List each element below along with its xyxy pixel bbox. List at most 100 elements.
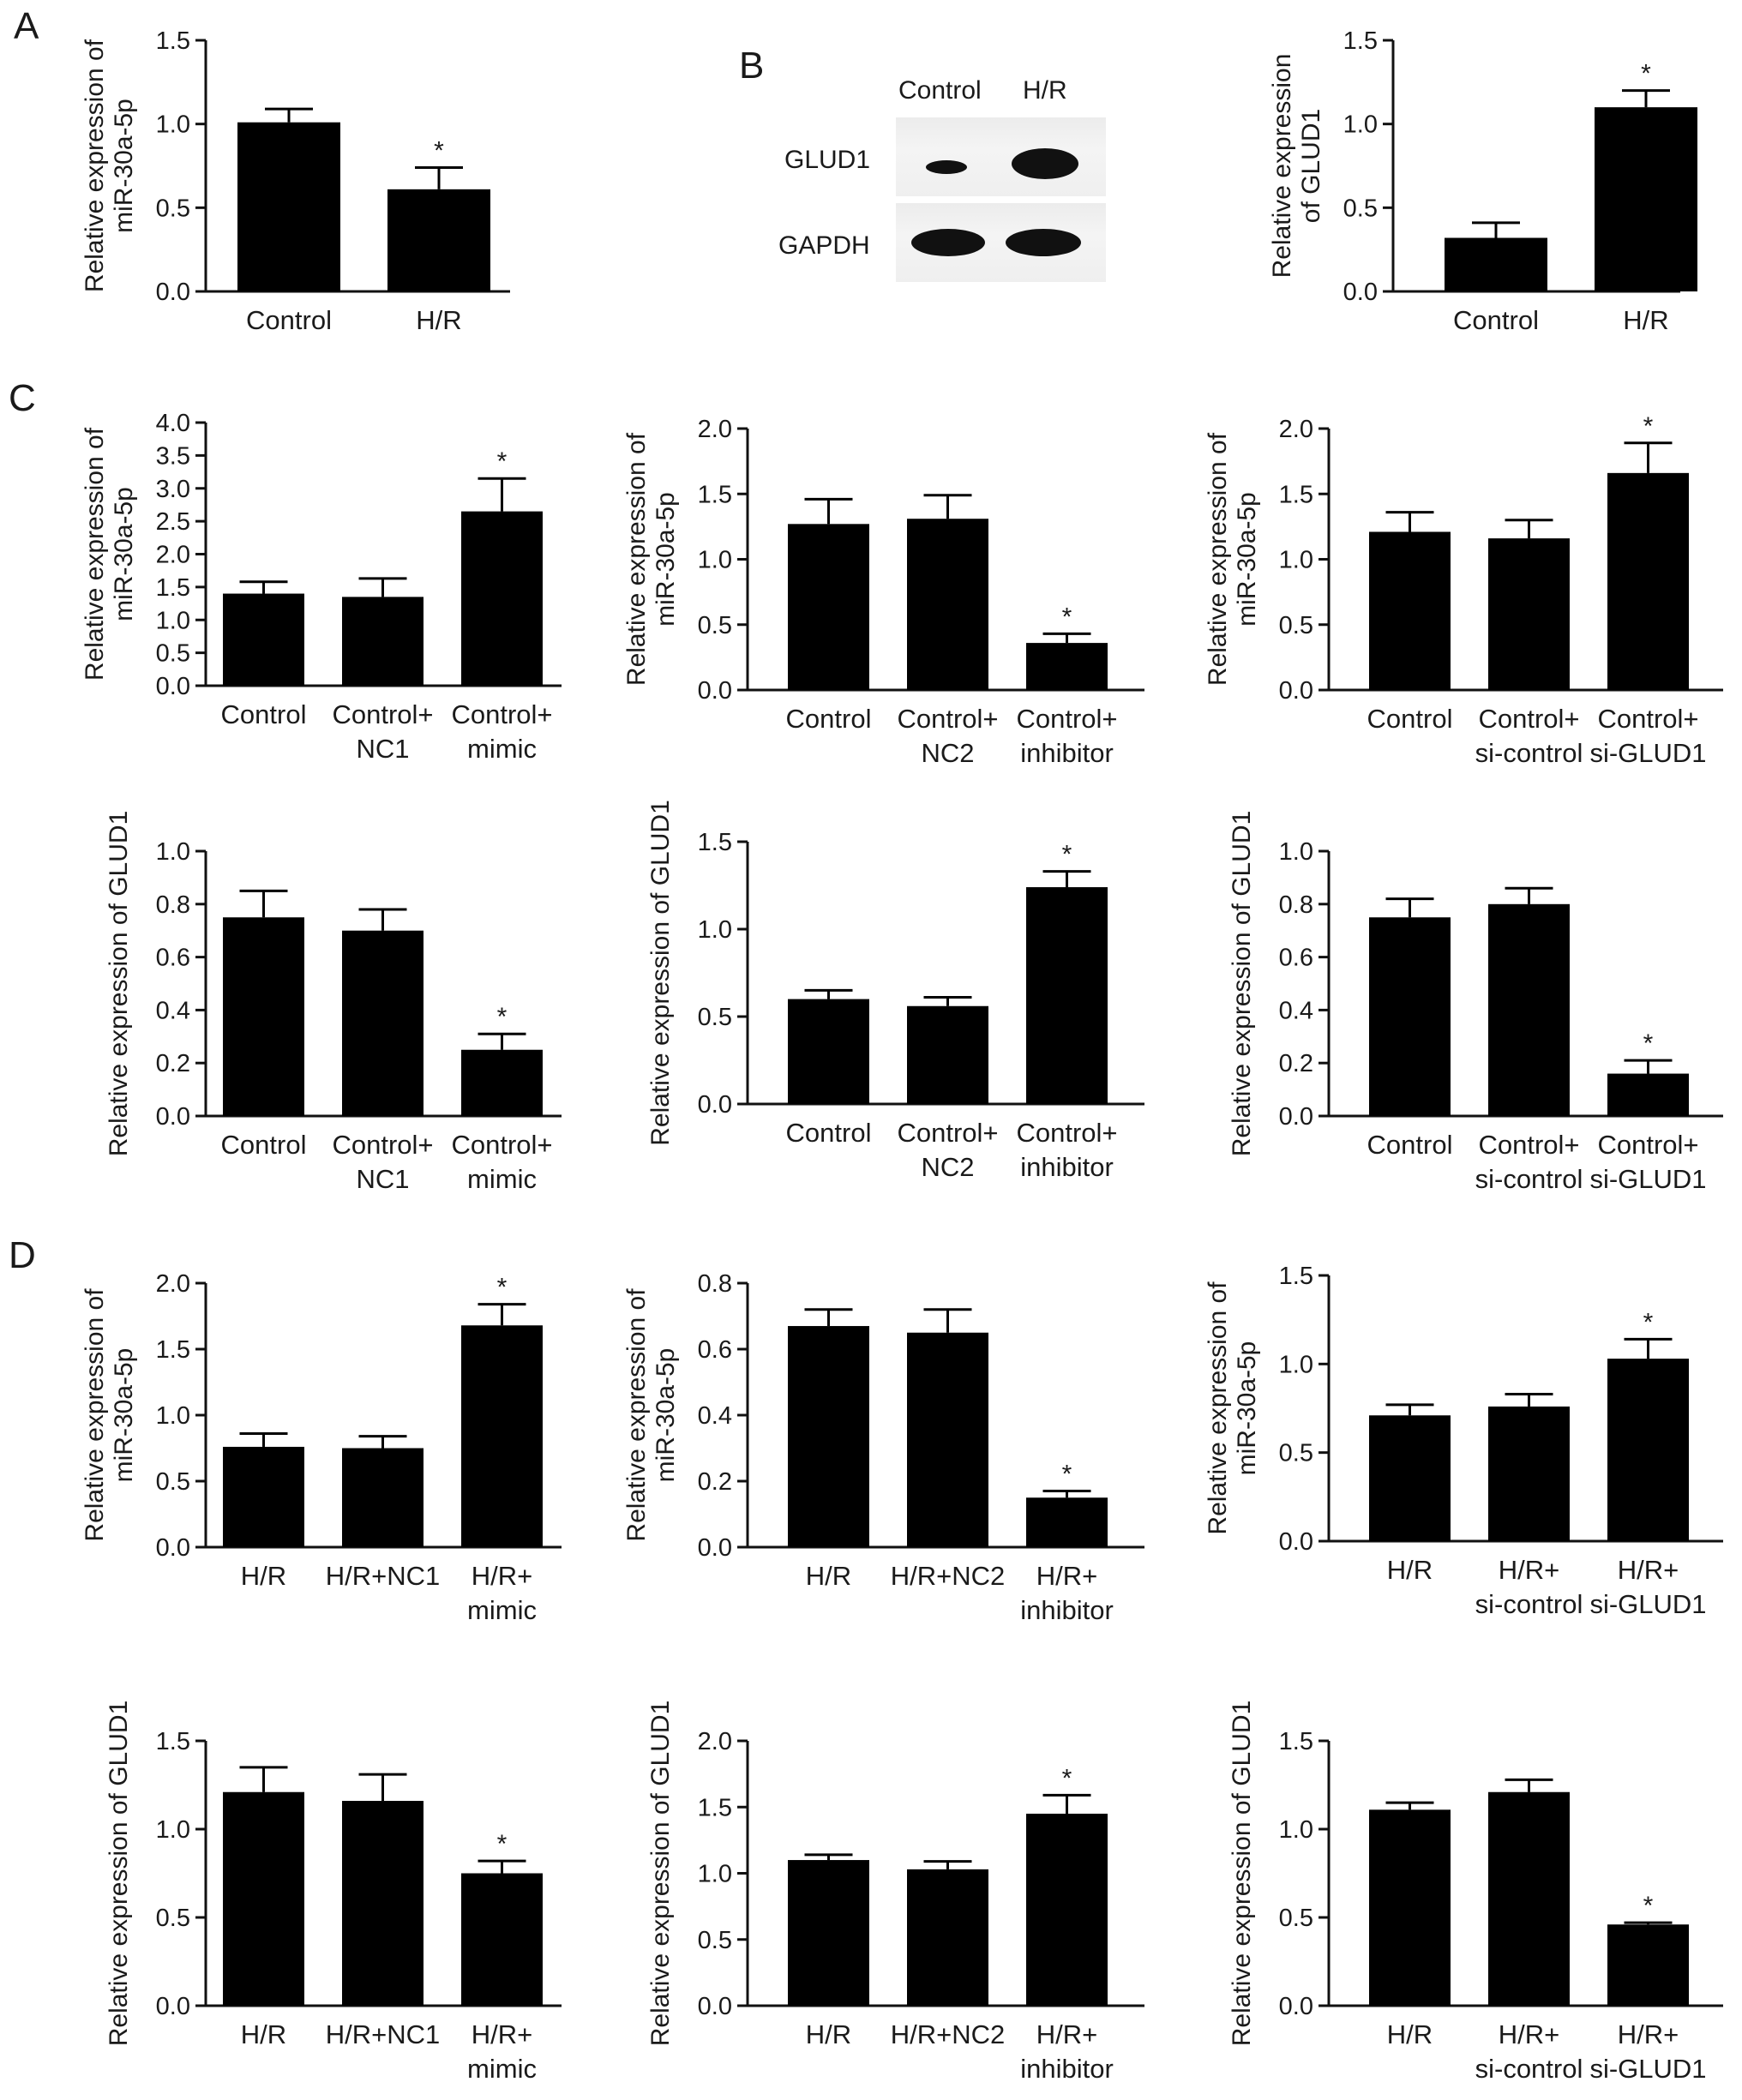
significance-star: *: [1643, 1029, 1654, 1058]
x-category-label: si-control: [1475, 1164, 1583, 1194]
y-tick-label: 1.5: [156, 27, 190, 55]
bar: [907, 1332, 988, 1547]
y-tick-label: 0.5: [156, 1905, 190, 1932]
y-tick-label: 0.5: [698, 1004, 732, 1031]
western-blot: Control H/R: [896, 76, 1106, 282]
x-category-label: inhibitor: [1020, 1595, 1114, 1625]
panel-label-b: B: [739, 45, 765, 87]
y-tick-label: 0.8: [156, 891, 190, 919]
chart-d4: 0.0 0.5 1.0 1.5 Relative expression of GLUD1…: [105, 1701, 562, 2084]
y-tick-label: 1.5: [698, 829, 732, 856]
bar: [1369, 531, 1451, 690]
y-axis-label: miR-30a-5p: [652, 492, 680, 627]
x-category-label: si-control: [1475, 2054, 1583, 2084]
y-tick-label: 0.4: [698, 1402, 732, 1430]
y-axis-label: miR-30a-5p: [1233, 1341, 1261, 1476]
x-category-label: H/R+: [1618, 1555, 1679, 1585]
bar: [1488, 538, 1570, 690]
y-tick-label: 0.4: [156, 997, 190, 1024]
x-category-label: H/R+: [1618, 2019, 1679, 2049]
y-axis-label: miR-30a-5p: [110, 487, 138, 621]
y-tick-label: 0.0: [156, 1103, 190, 1131]
bar: [461, 511, 543, 686]
bar: [223, 1791, 304, 2006]
x-category-label: H/R+: [1499, 2019, 1560, 2049]
x-category-label: Control: [246, 305, 332, 335]
y-tick-label: 0.0: [1279, 677, 1313, 705]
bar: [1607, 1359, 1689, 1541]
y-tick-label: 0.0: [1343, 279, 1378, 306]
panel-label-a: A: [14, 5, 39, 47]
x-category-label: NC1: [356, 1164, 409, 1194]
y-tick-label: 0.0: [698, 1534, 732, 1562]
y-tick-label: 2.0: [1279, 416, 1313, 443]
x-category-label: H/R: [1387, 2019, 1433, 2049]
x-category-label: Control+: [897, 704, 998, 734]
y-tick-label: 1.0: [1279, 838, 1313, 866]
x-category-label: Control+: [1016, 704, 1117, 734]
y-axis-label: Relative expression of: [622, 432, 651, 686]
bar: [223, 917, 304, 1116]
bar: [907, 1005, 988, 1104]
bar: [1026, 1813, 1108, 2006]
bar: [461, 1049, 543, 1116]
x-category-label: mimic: [467, 734, 537, 764]
bar: [223, 1446, 304, 1547]
chart-b: 0.0 0.5 1.0 1.5 Relative expression of GLUD1 C…: [1268, 27, 1697, 335]
chart-c2: 0.0 0.5 1.0 1.5 2.0 Relative expression of miR…: [622, 416, 1144, 768]
blot-band-glud1-hr: [1012, 148, 1078, 179]
chart-d2: 0.0 0.2 0.4 0.6 0.8 Relative expression of miR…: [622, 1270, 1144, 1625]
significance-star: *: [1062, 1764, 1072, 1792]
x-category-label: si-GLUD1: [1589, 738, 1706, 768]
chart-c4: 0.0 0.2 0.4 0.6 0.8 1.0 Relative expression of…: [105, 811, 562, 1194]
x-category-label: Control: [1367, 1130, 1453, 1160]
y-tick-label: 0.5: [698, 612, 732, 639]
significance-star: *: [1062, 603, 1072, 631]
y-tick-label: 0.0: [1279, 1528, 1313, 1556]
y-tick-label: 0.0: [156, 1534, 190, 1562]
bar: [1488, 1406, 1570, 1541]
x-category-label: si-GLUD1: [1589, 2054, 1706, 2084]
x-category-label: Control+: [1478, 1130, 1579, 1160]
y-tick-label: 0.0: [1279, 1993, 1313, 2020]
significance-star: *: [497, 1830, 508, 1858]
chart-c5: 0.0 0.5 1.0 1.5 Relative expression of GLUD1…: [646, 800, 1144, 1182]
bar: [1595, 107, 1697, 291]
x-category-label: mimic: [467, 1164, 537, 1194]
x-category-label: inhibitor: [1020, 2054, 1114, 2084]
bar: [461, 1325, 543, 1547]
x-category-label: H/R+NC1: [326, 1561, 441, 1591]
x-category-label: H/R: [1623, 305, 1668, 335]
significance-star: *: [1062, 841, 1072, 869]
y-tick-label: 0.8: [1279, 891, 1313, 919]
y-tick-label: 0.2: [698, 1468, 732, 1496]
y-tick-label: 0.0: [698, 1091, 732, 1119]
x-category-label: Control+: [451, 699, 552, 729]
panel-label-d: D: [9, 1234, 36, 1276]
blot-lane-label-hr: H/R: [1023, 76, 1067, 105]
y-axis-label: Relative expression of GLUD1: [646, 1701, 675, 2047]
bar: [1369, 1809, 1451, 2006]
x-category-label: H/R+: [1036, 2019, 1098, 2049]
x-category-label: H/R+NC1: [326, 2019, 441, 2049]
y-tick-label: 2.0: [698, 416, 732, 443]
x-category-label: Control: [221, 1130, 307, 1160]
chart-d1: 0.0 0.5 1.0 1.5 2.0 Relative expression of miR…: [81, 1270, 562, 1625]
y-tick-label: 0.6: [156, 945, 190, 972]
bar: [1369, 917, 1451, 1116]
bar: [1607, 472, 1689, 690]
y-tick-label: 1.0: [698, 916, 732, 944]
y-tick-label: 1.0: [698, 1861, 732, 1888]
y-tick-label: 1.0: [1343, 111, 1378, 139]
y-tick-label: 1.0: [156, 111, 190, 139]
bar: [461, 1873, 543, 2006]
x-category-label: Control+: [1016, 1118, 1117, 1148]
significance-star: *: [497, 1003, 508, 1031]
blot-row-label-gapdh: GAPDH: [778, 231, 870, 260]
x-category-label: si-GLUD1: [1589, 1589, 1706, 1619]
y-tick-label: 0.5: [1343, 195, 1378, 222]
x-category-label: inhibitor: [1020, 1152, 1114, 1182]
x-category-label: Control+: [1478, 704, 1579, 734]
y-tick-label: 1.0: [1279, 1351, 1313, 1378]
blot-band-gapdh-hr: [1006, 229, 1081, 256]
